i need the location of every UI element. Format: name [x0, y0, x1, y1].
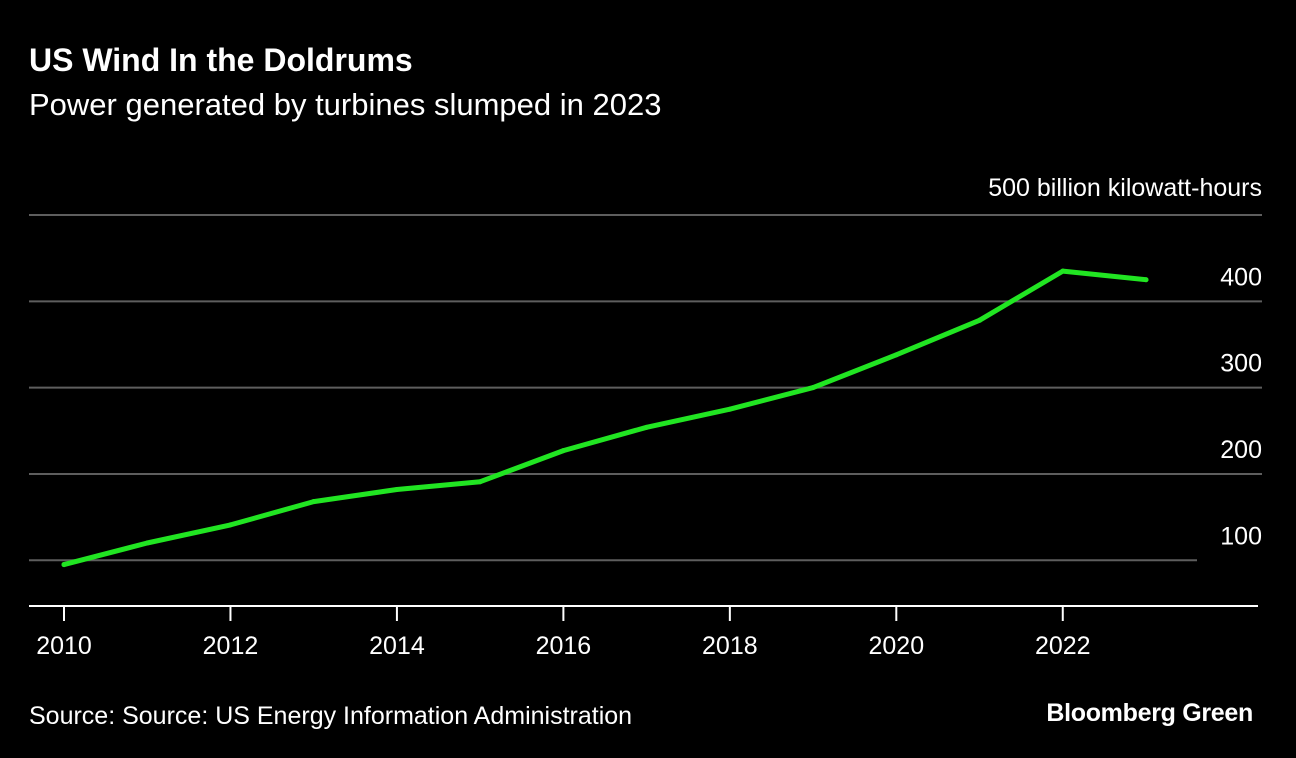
chart-subtitle: Power generated by turbines slumped in 2…: [29, 87, 662, 122]
x-tick-label-2020: 2020: [868, 632, 924, 660]
data-point-2012: [227, 522, 233, 528]
series-line-0: [61, 268, 1149, 568]
y-unit-label: 500 billion kilowatt-hours: [988, 174, 1262, 202]
x-tick-label-2022: 2022: [1035, 632, 1091, 660]
data-point-2014: [394, 486, 400, 492]
data-point-2023: [1143, 277, 1149, 283]
x-tick-label-2018: 2018: [702, 632, 758, 660]
data-point-2016: [560, 448, 566, 454]
data-point-2019: [810, 385, 816, 391]
x-axis: [29, 605, 1258, 621]
data-point-2022: [1060, 268, 1066, 274]
chart-title: US Wind In the Doldrums: [29, 42, 413, 78]
x-axis-labels: 2010 2012 2014 2016 2018 2020 2022: [36, 632, 1090, 660]
x-tick-label-2012: 2012: [203, 632, 259, 660]
data-point-2018: [727, 406, 733, 412]
data-point-2015: [477, 479, 483, 485]
data-point-2017: [644, 424, 650, 430]
x-tick-label-2014: 2014: [369, 632, 425, 660]
brand-logo: Bloomberg Green: [1046, 699, 1253, 727]
x-tick-label-2010: 2010: [36, 632, 92, 660]
data-point-2020: [893, 352, 899, 358]
data-point-2011: [144, 540, 150, 546]
grid-lines: [29, 214, 1262, 562]
y-tick-label-200: 200: [1220, 436, 1262, 464]
data-point-2010: [61, 562, 67, 568]
y-tick-label-100: 100: [1220, 522, 1262, 550]
data-point-2021: [977, 317, 983, 323]
y-tick-label-300: 300: [1220, 350, 1262, 378]
y-tick-label-400: 400: [1220, 263, 1262, 291]
data-point-2013: [311, 499, 317, 505]
y-axis-labels: 100 200 300 400 500 billion kilowatt-hours: [988, 174, 1262, 550]
series-layer: [61, 268, 1149, 568]
x-tick-label-2016: 2016: [536, 632, 592, 660]
source-note: Source: Source: US Energy Information Ad…: [29, 702, 633, 730]
